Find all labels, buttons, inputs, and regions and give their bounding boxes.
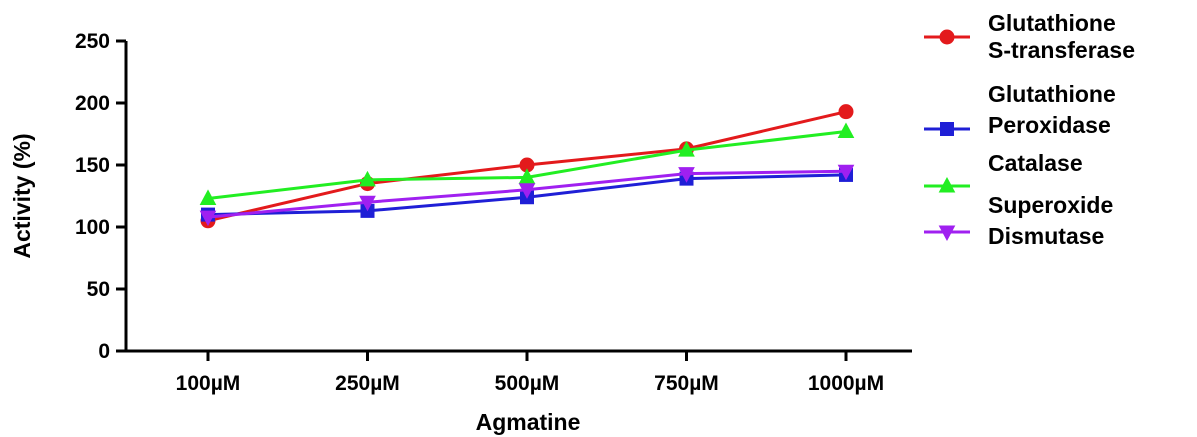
axes-layer bbox=[124, 41, 912, 353]
series-catalase bbox=[199, 122, 855, 205]
y-tick-label: 50 bbox=[87, 278, 110, 301]
data-point bbox=[359, 195, 376, 212]
legend-marker bbox=[939, 29, 955, 45]
data-point bbox=[837, 164, 855, 181]
data-point bbox=[678, 141, 695, 157]
legend-label: Catalase bbox=[988, 150, 1083, 176]
data-point bbox=[837, 122, 855, 139]
legend: GlutathioneS-transferaseGlutathionePerox… bbox=[924, 10, 1135, 249]
x-tick-label: 250µM bbox=[335, 372, 400, 395]
y-tick-label: 100 bbox=[75, 216, 110, 239]
series-superoxide-dismutase bbox=[199, 164, 855, 227]
legend-marker bbox=[938, 176, 956, 193]
y-ticks: 0 50 100 150 200 250 bbox=[75, 30, 126, 363]
x-ticks: 100µM 250µM 500µM 750µM 1000µM bbox=[176, 351, 884, 395]
legend-item: Catalase bbox=[924, 150, 1083, 193]
x-tick-label: 1000µM bbox=[808, 372, 884, 395]
legend-marker bbox=[938, 225, 956, 242]
legend-label: Superoxide bbox=[988, 192, 1113, 218]
legend-label: Peroxidase bbox=[988, 112, 1111, 138]
y-axis-title: Activity (%) bbox=[9, 133, 35, 258]
x-tick-label: 500µM bbox=[495, 372, 560, 395]
legend-marker bbox=[940, 122, 954, 136]
data-point bbox=[199, 189, 217, 205]
data-point bbox=[199, 210, 217, 227]
x-tick-label: 750µM bbox=[654, 372, 719, 395]
legend-label: Glutathione bbox=[988, 10, 1116, 36]
data-point bbox=[678, 167, 695, 183]
data-point bbox=[359, 170, 376, 187]
y-tick-label: 0 bbox=[98, 340, 110, 363]
y-tick-label: 250 bbox=[75, 30, 110, 53]
data-point bbox=[838, 104, 854, 120]
legend-label: Glutathione bbox=[988, 81, 1116, 107]
legend-item: Glutathione Peroxidase bbox=[924, 81, 1116, 138]
y-tick-label: 200 bbox=[75, 92, 110, 115]
series-layer bbox=[199, 104, 855, 229]
legend-item: Superoxide Dismutase bbox=[924, 192, 1113, 249]
x-tick-label: 100µM bbox=[176, 372, 241, 395]
data-point bbox=[518, 183, 536, 199]
y-tick-label: 150 bbox=[75, 154, 110, 177]
x-axis-title: Agmatine bbox=[476, 409, 581, 435]
legend-label: S-transferase bbox=[988, 37, 1135, 63]
legend-label: Dismutase bbox=[988, 223, 1104, 249]
